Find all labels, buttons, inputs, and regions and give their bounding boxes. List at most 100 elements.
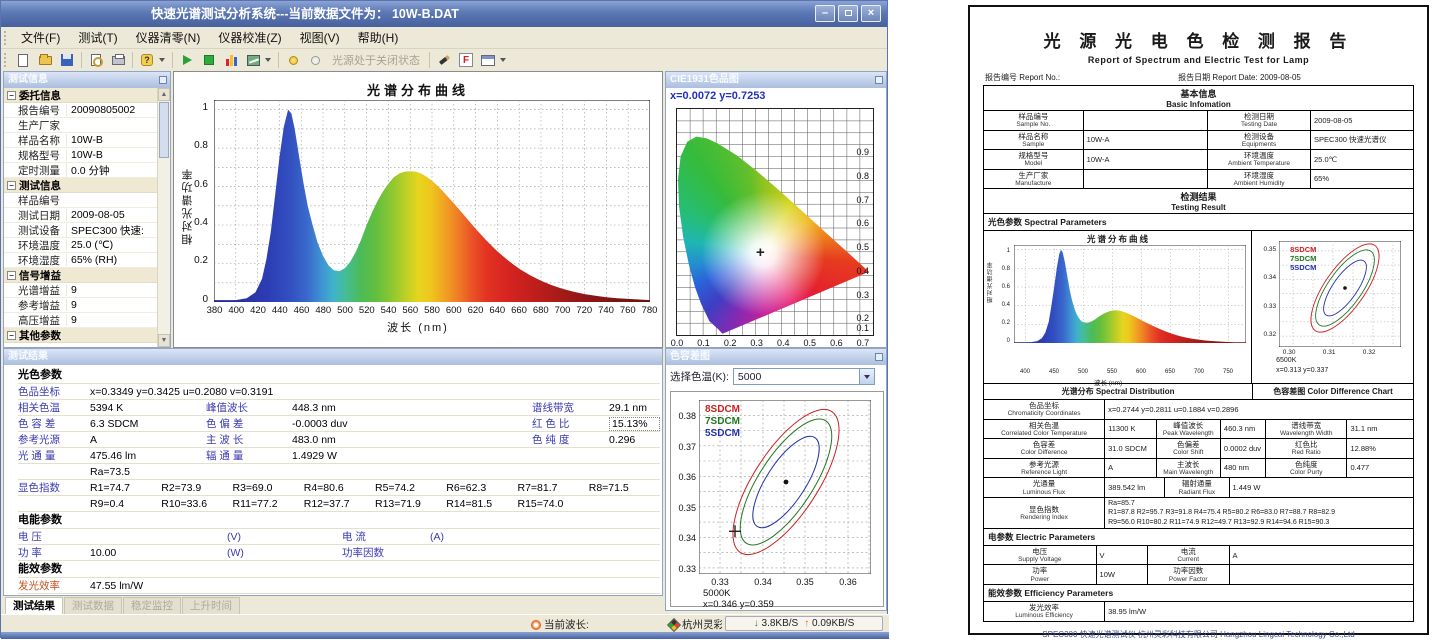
chart-edit-button[interactable] — [242, 50, 264, 70]
table-row: 光通量 Luminous Flux 389.542 lm 辐射通量 Radiant … — [984, 477, 1413, 497]
report-colordiff-chart: 0.35 0.34 0.33 0.32 8SDCM — [1252, 231, 1413, 383]
info-row: 环境湿度 65% (RH) — [4, 253, 157, 268]
collapse-icon[interactable]: − — [7, 180, 16, 190]
print-preview-icon — [91, 54, 103, 67]
y-tick: 0.8 — [194, 140, 208, 151]
info-row: 报告编号 20090805002 — [4, 103, 157, 118]
panel-header[interactable]: 色容差图 — [666, 349, 886, 365]
layout-button[interactable] — [477, 50, 499, 70]
y-tick: 0.5 — [856, 242, 869, 252]
tab-test-results[interactable]: 测试结果 — [5, 597, 63, 614]
stop-test-button[interactable] — [198, 50, 220, 70]
chevron-down-icon[interactable] — [858, 369, 874, 384]
collapse-icon[interactable]: − — [7, 90, 16, 100]
print-preview-button[interactable] — [85, 50, 107, 70]
menu-test[interactable]: 测试(T) — [78, 31, 118, 45]
y-tick: 0 — [202, 294, 208, 305]
collapse-icon[interactable]: − — [7, 330, 16, 340]
x-tick: 0.34 — [754, 577, 772, 587]
scrollbar[interactable]: ▲ ▼ — [157, 88, 170, 347]
toolbar-separator — [278, 52, 279, 68]
menu-help[interactable]: 帮助(H) — [357, 31, 399, 45]
collapse-icon[interactable]: − — [7, 270, 16, 280]
tolerance-plot — [699, 400, 871, 574]
lamp-on-button[interactable] — [282, 50, 304, 70]
minimize-button[interactable]: – — [815, 5, 835, 22]
toolbar-overflow-arrow[interactable] — [500, 58, 506, 62]
scroll-thumb[interactable] — [159, 102, 169, 158]
pencil-button[interactable] — [433, 50, 455, 70]
menu-file[interactable]: 文件(F) — [21, 31, 61, 45]
tab-test-data[interactable]: 测试数据 — [64, 597, 122, 614]
restore-button[interactable] — [838, 5, 858, 22]
lamp-off-button[interactable] — [304, 50, 326, 70]
table-row: 规格型号 Model 10W-A 环境温度 Ambient Temperature … — [984, 149, 1413, 169]
chart-title: 光谱分布曲线 — [366, 83, 469, 98]
panel-title: 测试结果 — [8, 351, 48, 362]
group-header[interactable]: − 委托信息 — [4, 88, 157, 103]
menu-grip[interactable] — [4, 30, 9, 45]
table-row: 样品编号 Sample No. 检测日期 Testing Date 2009-08-… — [984, 110, 1413, 130]
pin-icon[interactable] — [159, 76, 167, 84]
pin-icon[interactable] — [875, 76, 883, 84]
brand-name: 杭州灵彩 — [682, 619, 722, 631]
report-subtitle: Report of Spectrum and Electric Test for… — [1087, 55, 1310, 65]
cct-label: 6500K — [1276, 357, 1297, 365]
new-file-button[interactable] — [12, 50, 34, 70]
restore-icon — [844, 10, 852, 16]
group-header[interactable]: − 信号增益 — [4, 268, 157, 283]
y-tick: 0.6 — [194, 179, 208, 190]
spectrum-chart-panel: 光谱分布曲线 相对光谱功率 1 0.8 0.6 0.4 0.2 0 380 400… — [173, 71, 663, 348]
info-row: 样品名称 10W-B — [4, 133, 157, 148]
scroll-up-arrow[interactable]: ▲ — [158, 88, 170, 101]
start-test-button[interactable] — [176, 50, 198, 70]
lamp-off-icon — [310, 55, 320, 65]
ellipse-5sdcm — [1323, 259, 1367, 317]
close-button[interactable]: × — [861, 5, 881, 22]
table-row: 色 容 差 6.3 SDCM 色 偏 差 -0.0003 duv 红 色 比 15.13% — [18, 416, 660, 432]
group-header[interactable]: − 测试信息 — [4, 178, 157, 193]
help-button[interactable]: ? — [136, 50, 158, 70]
font-button[interactable]: F — [455, 50, 477, 70]
panel-title: 测试信息 — [8, 74, 48, 85]
toolbar-grip[interactable] — [4, 53, 9, 67]
table-row: 样品名称 Sample 10W-A 检测设备 Equipments SPEC300 … — [984, 129, 1413, 150]
title-bar[interactable]: 快速光谱测试分析系统---当前数据文件为： 10W-B.DAT – × — [1, 1, 887, 27]
panel-header[interactable]: 测试信息 — [4, 72, 170, 88]
table-row: 参考光源 A 主 波 长 483.0 nm 色 纯 度 0.296 — [18, 432, 660, 448]
y-tick: 0.7 — [856, 195, 869, 205]
test-info-panel: 测试信息 − 委托信息 报告编号 20090805002 生产厂家 样品名称 10W-… — [3, 71, 171, 348]
group-header[interactable]: − 其他参数 — [4, 328, 157, 343]
report-charts: 光谱分布曲线 相对光谱功率 1 0.8 0.6 0.4 0.2 0 — [984, 230, 1413, 387]
menu-calibrate[interactable]: 仪器校准(Z) — [218, 31, 282, 45]
app-window: 快速光谱测试分析系统---当前数据文件为： 10W-B.DAT – × 文件(F… — [0, 0, 888, 638]
print-button[interactable] — [107, 50, 129, 70]
ellipse-7sdcm — [739, 418, 833, 546]
section-header: 电参数 Electric Parameters — [988, 531, 1096, 542]
scroll-down-arrow[interactable]: ▼ — [158, 334, 170, 347]
y-tick: 0.38 — [678, 411, 696, 421]
tab-rise-time[interactable]: 上升时间 — [182, 597, 240, 614]
ellipse-8sdcm — [1310, 243, 1380, 333]
menu-view[interactable]: 视图(V) — [299, 31, 340, 45]
open-file-button[interactable] — [34, 50, 56, 70]
pin-icon[interactable] — [875, 353, 883, 361]
table-row: 相关色温 Correlated Color Temperature 11300 K… — [984, 418, 1413, 439]
toolbar-overflow-arrow[interactable] — [265, 58, 271, 62]
cct-select[interactable]: 5000 — [732, 368, 875, 385]
save-button[interactable] — [56, 50, 78, 70]
y-tick: 0.33 — [678, 564, 696, 574]
info-row: 定时测量 0.0 分钟 — [4, 162, 157, 178]
spectrum-plot[interactable] — [214, 100, 650, 302]
panel-header[interactable]: CIE1931色品图 — [666, 72, 886, 88]
cie-diagram[interactable]: + 0.9 0.8 0.7 0.6 0.5 0.4 0.3 0.2 0.1 — [676, 108, 874, 336]
panel-header[interactable]: 测试结果 — [4, 349, 662, 365]
toolbar-overflow-arrow[interactable] — [159, 58, 165, 62]
chart-view-button[interactable] — [220, 50, 242, 70]
table-row: 发光效率 47.55 lm/W — [18, 578, 660, 594]
brand-logo-icon — [666, 617, 682, 632]
tolerance-chart[interactable]: 0.38 0.37 0.36 0.35 0.34 0.33 0.33 — [670, 391, 884, 610]
menu-zero[interactable]: 仪器清零(N) — [135, 31, 201, 45]
tab-stability-monitor[interactable]: 稳定监控 — [123, 597, 181, 614]
info-row: 测试日期 2009-08-05 — [4, 208, 157, 223]
